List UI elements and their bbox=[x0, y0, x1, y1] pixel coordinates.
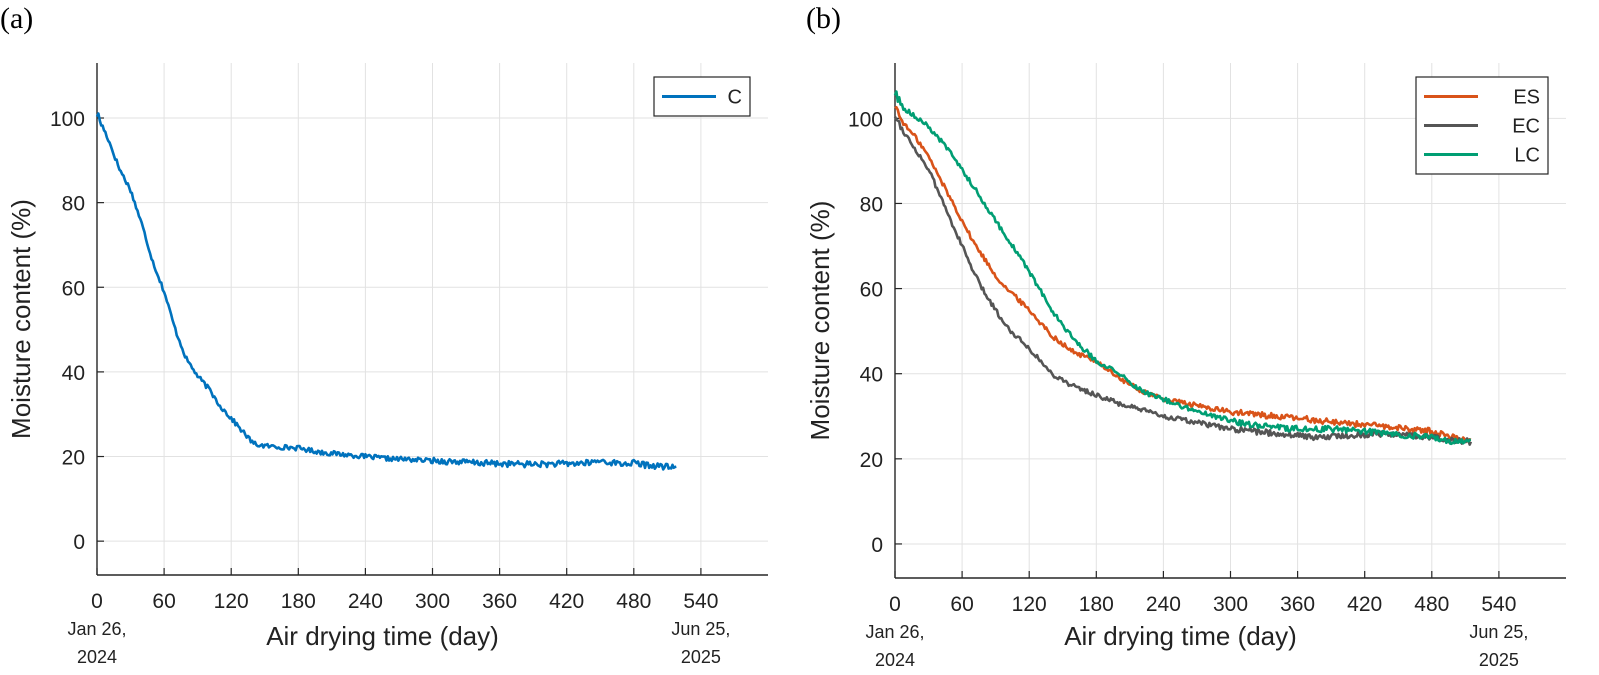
x-tick-label: 480 bbox=[1414, 593, 1449, 616]
y-tick-label: 100 bbox=[50, 108, 85, 131]
series-line-LC bbox=[893, 90, 1472, 446]
x-tick-label: 300 bbox=[1213, 593, 1248, 616]
series-line-ES bbox=[894, 106, 1472, 444]
legend-label-C: C bbox=[728, 87, 742, 109]
chart-panel-a: (a) 0 60 120 180 240 300 360 420 480 540 0 20 40 60 80 1… bbox=[0, 2, 768, 667]
y-tick-label: 100 bbox=[848, 108, 883, 131]
x-tick-label: 60 bbox=[152, 590, 175, 613]
legend-label-LC: LC bbox=[1514, 145, 1540, 167]
x-tick-label: 480 bbox=[616, 590, 651, 613]
y-axis-title: Moisture content (%) bbox=[6, 199, 36, 439]
x-tick-label: 420 bbox=[1347, 593, 1382, 616]
x-tick-label: 0 bbox=[91, 590, 103, 613]
y-tick-label: 80 bbox=[62, 193, 85, 216]
y-tick-label: 40 bbox=[860, 364, 883, 387]
x-axis-title: Air drying time (day) bbox=[266, 621, 499, 651]
y-axis-title: Moisture content (%) bbox=[805, 201, 835, 441]
y-tick-label: 0 bbox=[73, 531, 85, 554]
date-label-line1: Jun 25, bbox=[1469, 622, 1528, 642]
x-tick-label: 180 bbox=[1079, 593, 1114, 616]
x-tick-label: 180 bbox=[281, 590, 316, 613]
y-tick-label: 40 bbox=[62, 362, 85, 385]
panel-label: (b) bbox=[806, 2, 841, 35]
y-tick-label: 0 bbox=[871, 534, 883, 557]
series-line-C bbox=[95, 112, 677, 471]
legend-label-ES: ES bbox=[1513, 87, 1540, 109]
y-tick-label: 60 bbox=[860, 279, 883, 302]
x-tick-label: 360 bbox=[1280, 593, 1315, 616]
x-tick-label: 540 bbox=[1481, 593, 1516, 616]
series-line-EC bbox=[893, 116, 1473, 446]
x-tick-label: 120 bbox=[1012, 593, 1047, 616]
legend-label-EC: EC bbox=[1512, 116, 1540, 138]
x-tick-label: 300 bbox=[415, 590, 450, 613]
x-tick-label: 60 bbox=[950, 593, 973, 616]
y-tick-label: 20 bbox=[62, 447, 85, 470]
y-tick-label: 80 bbox=[860, 193, 883, 216]
panel-label: (a) bbox=[0, 2, 33, 35]
date-label-line2: 2024 bbox=[875, 650, 915, 670]
date-label-line2: 2025 bbox=[681, 647, 721, 667]
date-label-line1: Jan 26, bbox=[67, 619, 126, 639]
date-label-line1: Jan 26, bbox=[865, 622, 924, 642]
date-label-line2: 2025 bbox=[1479, 650, 1519, 670]
x-tick-label: 120 bbox=[214, 590, 249, 613]
x-tick-label: 240 bbox=[1146, 593, 1181, 616]
x-tick-label: 0 bbox=[889, 593, 901, 616]
chart-panel-b: (b) 0 60 120 180 240 300 360 420 480 540 0 20 40 60 80 1… bbox=[805, 2, 1566, 670]
date-label-line1: Jun 25, bbox=[671, 619, 730, 639]
x-tick-label: 240 bbox=[348, 590, 383, 613]
y-tick-label: 20 bbox=[860, 449, 883, 472]
x-tick-label: 540 bbox=[683, 590, 718, 613]
date-label-line2: 2024 bbox=[77, 647, 117, 667]
y-tick-label: 60 bbox=[62, 277, 85, 300]
x-axis-title: Air drying time (day) bbox=[1064, 621, 1297, 651]
x-tick-label: 420 bbox=[549, 590, 584, 613]
x-tick-label: 360 bbox=[482, 590, 517, 613]
